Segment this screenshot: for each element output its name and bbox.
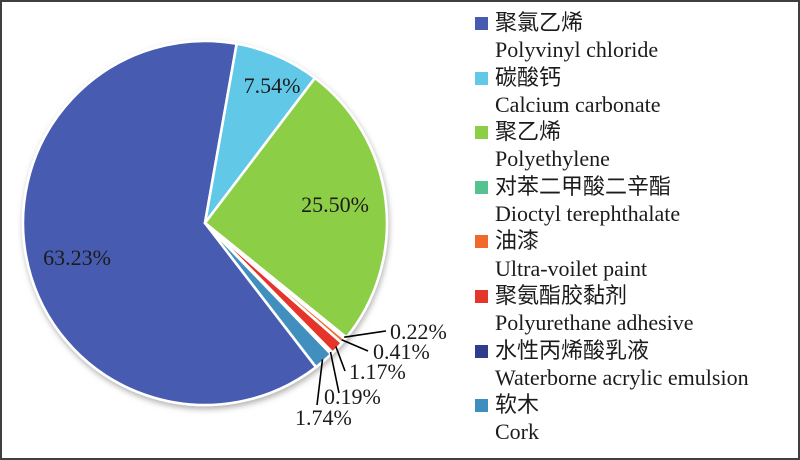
legend-label-zh: 聚乙烯 <box>495 119 562 145</box>
leader-line-3 <box>344 330 387 338</box>
chart-legend: 聚氯乙烯 Polyvinyl chloride 碳酸钙 Calcium carbona… <box>475 9 797 446</box>
pie-value-label-4: 0.41% <box>373 339 430 364</box>
pie-value-label-2: 25.50% <box>301 192 369 217</box>
leader-line-5 <box>335 346 346 372</box>
legend-item-7: 软木 Cork <box>475 391 797 446</box>
legend-swatch-icon <box>475 344 488 358</box>
legend-label-zh: 水性丙烯酸乳液 <box>495 337 650 363</box>
pie-value-label-0: 63.23% <box>43 245 111 270</box>
legend-swatch-icon <box>475 126 488 140</box>
legend-item-5: 聚氨酯胶黏剂 Polyurethane adhesive <box>475 282 797 337</box>
legend-label-zh: 软木 <box>495 392 540 418</box>
legend-item-2: 聚乙烯 Polyethylene <box>475 118 797 173</box>
pie-chart: 63.23% 7.54% 25.50% 0.22%0.41%1.17%0.19%1.7… <box>21 39 447 430</box>
legend-label-zh: 聚氨酯胶黏剂 <box>495 282 628 308</box>
legend-item-3: 对苯二甲酸二辛酯 Dioctyl terephthalate <box>475 173 797 228</box>
legend-label-en: Ultra-voilet paint <box>495 255 648 281</box>
pie-slices-group <box>21 39 389 407</box>
legend-label-zh: 碳酸钙 <box>495 64 562 90</box>
pie-value-label-5: 1.17% <box>349 359 406 384</box>
pie-value-label-7: 1.74% <box>295 405 352 430</box>
legend-swatch-icon <box>475 71 488 85</box>
legend-label-en: Dioctyl terephthalate <box>495 201 681 227</box>
legend-swatch-icon <box>475 235 488 249</box>
legend-swatch-icon <box>475 180 488 194</box>
legend-item-1: 碳酸钙 Calcium carbonate <box>475 64 797 119</box>
pie-value-label-6: 0.19% <box>324 384 381 409</box>
leader-lines-group <box>316 330 387 406</box>
legend-label-zh: 聚氯乙烯 <box>495 10 584 35</box>
legend-swatch-icon <box>475 399 488 413</box>
pie-value-label-3: 0.22% <box>390 319 447 344</box>
legend-label-zh: 对苯二甲酸二辛酯 <box>495 173 672 199</box>
legend-item-4: 油漆 Ultra-voilet paint <box>475 227 797 282</box>
legend-label-zh: 油漆 <box>495 228 540 254</box>
pie-value-label-1: 7.54% <box>244 73 301 98</box>
legend-label-en: Polyurethane adhesive <box>495 310 694 336</box>
legend-label-en: Polyethylene <box>495 146 610 172</box>
pie-labels-group: 63.23% 7.54% 25.50% 0.22%0.41%1.17%0.19%1.7… <box>43 73 447 430</box>
legend-item-0: 聚氯乙烯 Polyvinyl chloride <box>475 9 797 64</box>
leader-line-7 <box>316 359 324 406</box>
legend-swatch-icon <box>475 17 488 30</box>
legend-label-en: Waterborne acrylic emulsion <box>495 364 749 390</box>
legend-label-en: Calcium carbonate <box>495 91 661 117</box>
legend-label-en: Polyvinyl chloride <box>495 37 659 63</box>
legend-swatch-icon <box>475 289 488 303</box>
pie-slice-2 <box>203 76 389 339</box>
legend-item-6: 水性丙烯酸乳液 Waterborne acrylic emulsion <box>475 337 797 392</box>
leader-line-6 <box>329 351 340 394</box>
leader-line-4 <box>341 339 369 352</box>
legend-label-en: Cork <box>495 419 539 445</box>
pie-slice-0 <box>21 39 318 407</box>
